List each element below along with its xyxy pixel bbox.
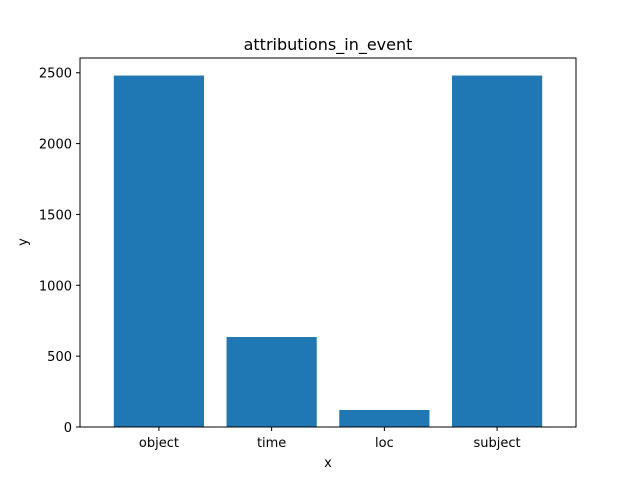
y-tick-label-0: 0 — [64, 421, 72, 436]
x-tick-label-object: object — [139, 436, 179, 451]
bar-loc — [339, 409, 430, 427]
x-tick-label-subject: subject — [474, 436, 521, 451]
y-tick-label-1000: 1000 — [39, 279, 72, 294]
y-ticks-group: 0 500 1000 1500 2000 2500 — [39, 67, 80, 436]
y-tick-label-500: 500 — [47, 350, 72, 365]
y-tick-label-2000: 2000 — [39, 138, 72, 153]
plot-frame — [79, 57, 577, 428]
bars-group — [113, 75, 543, 428]
x-axis-label: x — [324, 456, 332, 471]
bar-object — [113, 75, 204, 428]
y-axis-label: y — [16, 238, 31, 246]
x-ticks-group: object time loc subject — [139, 427, 521, 451]
y-tick-label-1500: 1500 — [39, 208, 72, 223]
chart-title: attributions_in_event — [244, 35, 413, 55]
bar-time — [226, 337, 317, 427]
x-tick-label-time: time — [257, 436, 286, 451]
x-tick-label-loc: loc — [375, 436, 394, 451]
y-tick-label-2500: 2500 — [39, 67, 72, 82]
bar-subject — [452, 75, 543, 428]
